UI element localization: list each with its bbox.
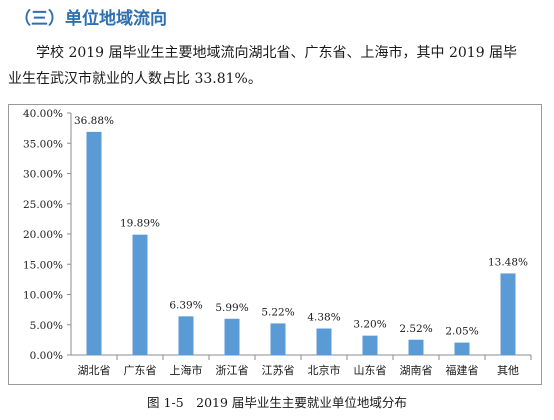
y-tick-label: 5.00% — [30, 320, 63, 332]
bar-chart: 0.00% 5.00% 10.00% 15.00% 20.00% 25.00% 30.00%… — [23, 108, 532, 377]
bar — [454, 342, 470, 355]
bar — [86, 131, 102, 355]
bar — [270, 323, 286, 355]
bar — [132, 234, 148, 355]
data-label: 5.99% — [215, 302, 248, 314]
category-label: 山东省 — [354, 364, 387, 377]
bar — [408, 339, 424, 355]
data-label: 4.38% — [307, 312, 340, 324]
category-label: 湖南省 — [400, 364, 433, 377]
category-label: 湖北省 — [78, 364, 111, 377]
data-label: 5.22% — [261, 306, 294, 318]
category-label: 福建省 — [446, 363, 479, 377]
category-label: 北京市 — [308, 363, 341, 377]
y-tick-label: 40.00% — [23, 108, 63, 120]
section-heading: （三）单位地域流向 — [14, 9, 167, 29]
y-tick-label: 35.00% — [23, 138, 63, 150]
bar — [178, 316, 194, 355]
y-tick-label: 30.00% — [23, 169, 63, 181]
figure-caption: 图 1-5 2019 届毕业生主要就业单位地域分布 — [147, 395, 407, 410]
bar — [224, 318, 240, 355]
category-label: 上海市 — [170, 363, 203, 377]
y-tick-label: 0.00% — [30, 350, 63, 362]
bar — [500, 273, 516, 355]
paragraph-line-2: 业生在武汉市就业的人数占比 33.81%。 — [8, 71, 262, 87]
data-label: 13.48% — [488, 256, 528, 268]
category-label: 江苏省 — [262, 364, 295, 377]
category-label: 广东省 — [124, 364, 157, 377]
data-label: 2.52% — [399, 323, 432, 335]
y-tick-label: 10.00% — [23, 290, 63, 302]
data-label: 3.20% — [353, 319, 386, 331]
y-tick-label: 20.00% — [23, 229, 63, 241]
category-label: 浙江省 — [216, 364, 249, 377]
data-label: 19.89% — [120, 218, 160, 230]
y-tick-label: 15.00% — [23, 259, 63, 271]
data-label: 6.39% — [169, 299, 202, 311]
bar — [362, 335, 378, 355]
bar — [316, 328, 332, 355]
data-label: 2.05% — [445, 326, 478, 338]
category-label: 其他 — [497, 364, 519, 377]
y-tick-label: 25.00% — [23, 199, 63, 211]
chart-frame: 0.00% 5.00% 10.00% 15.00% 20.00% 25.00% 30.00%… — [8, 104, 542, 385]
summary-paragraph: 学校 2019 届毕业生主要地域流向湖北省、广东省、上海市，其中 2019 届毕… — [8, 40, 548, 92]
data-label: 36.88% — [74, 115, 114, 127]
paragraph-line-1: 学校 2019 届毕业生主要地域流向湖北省、广东省、上海市，其中 2019 届毕 — [36, 45, 518, 61]
